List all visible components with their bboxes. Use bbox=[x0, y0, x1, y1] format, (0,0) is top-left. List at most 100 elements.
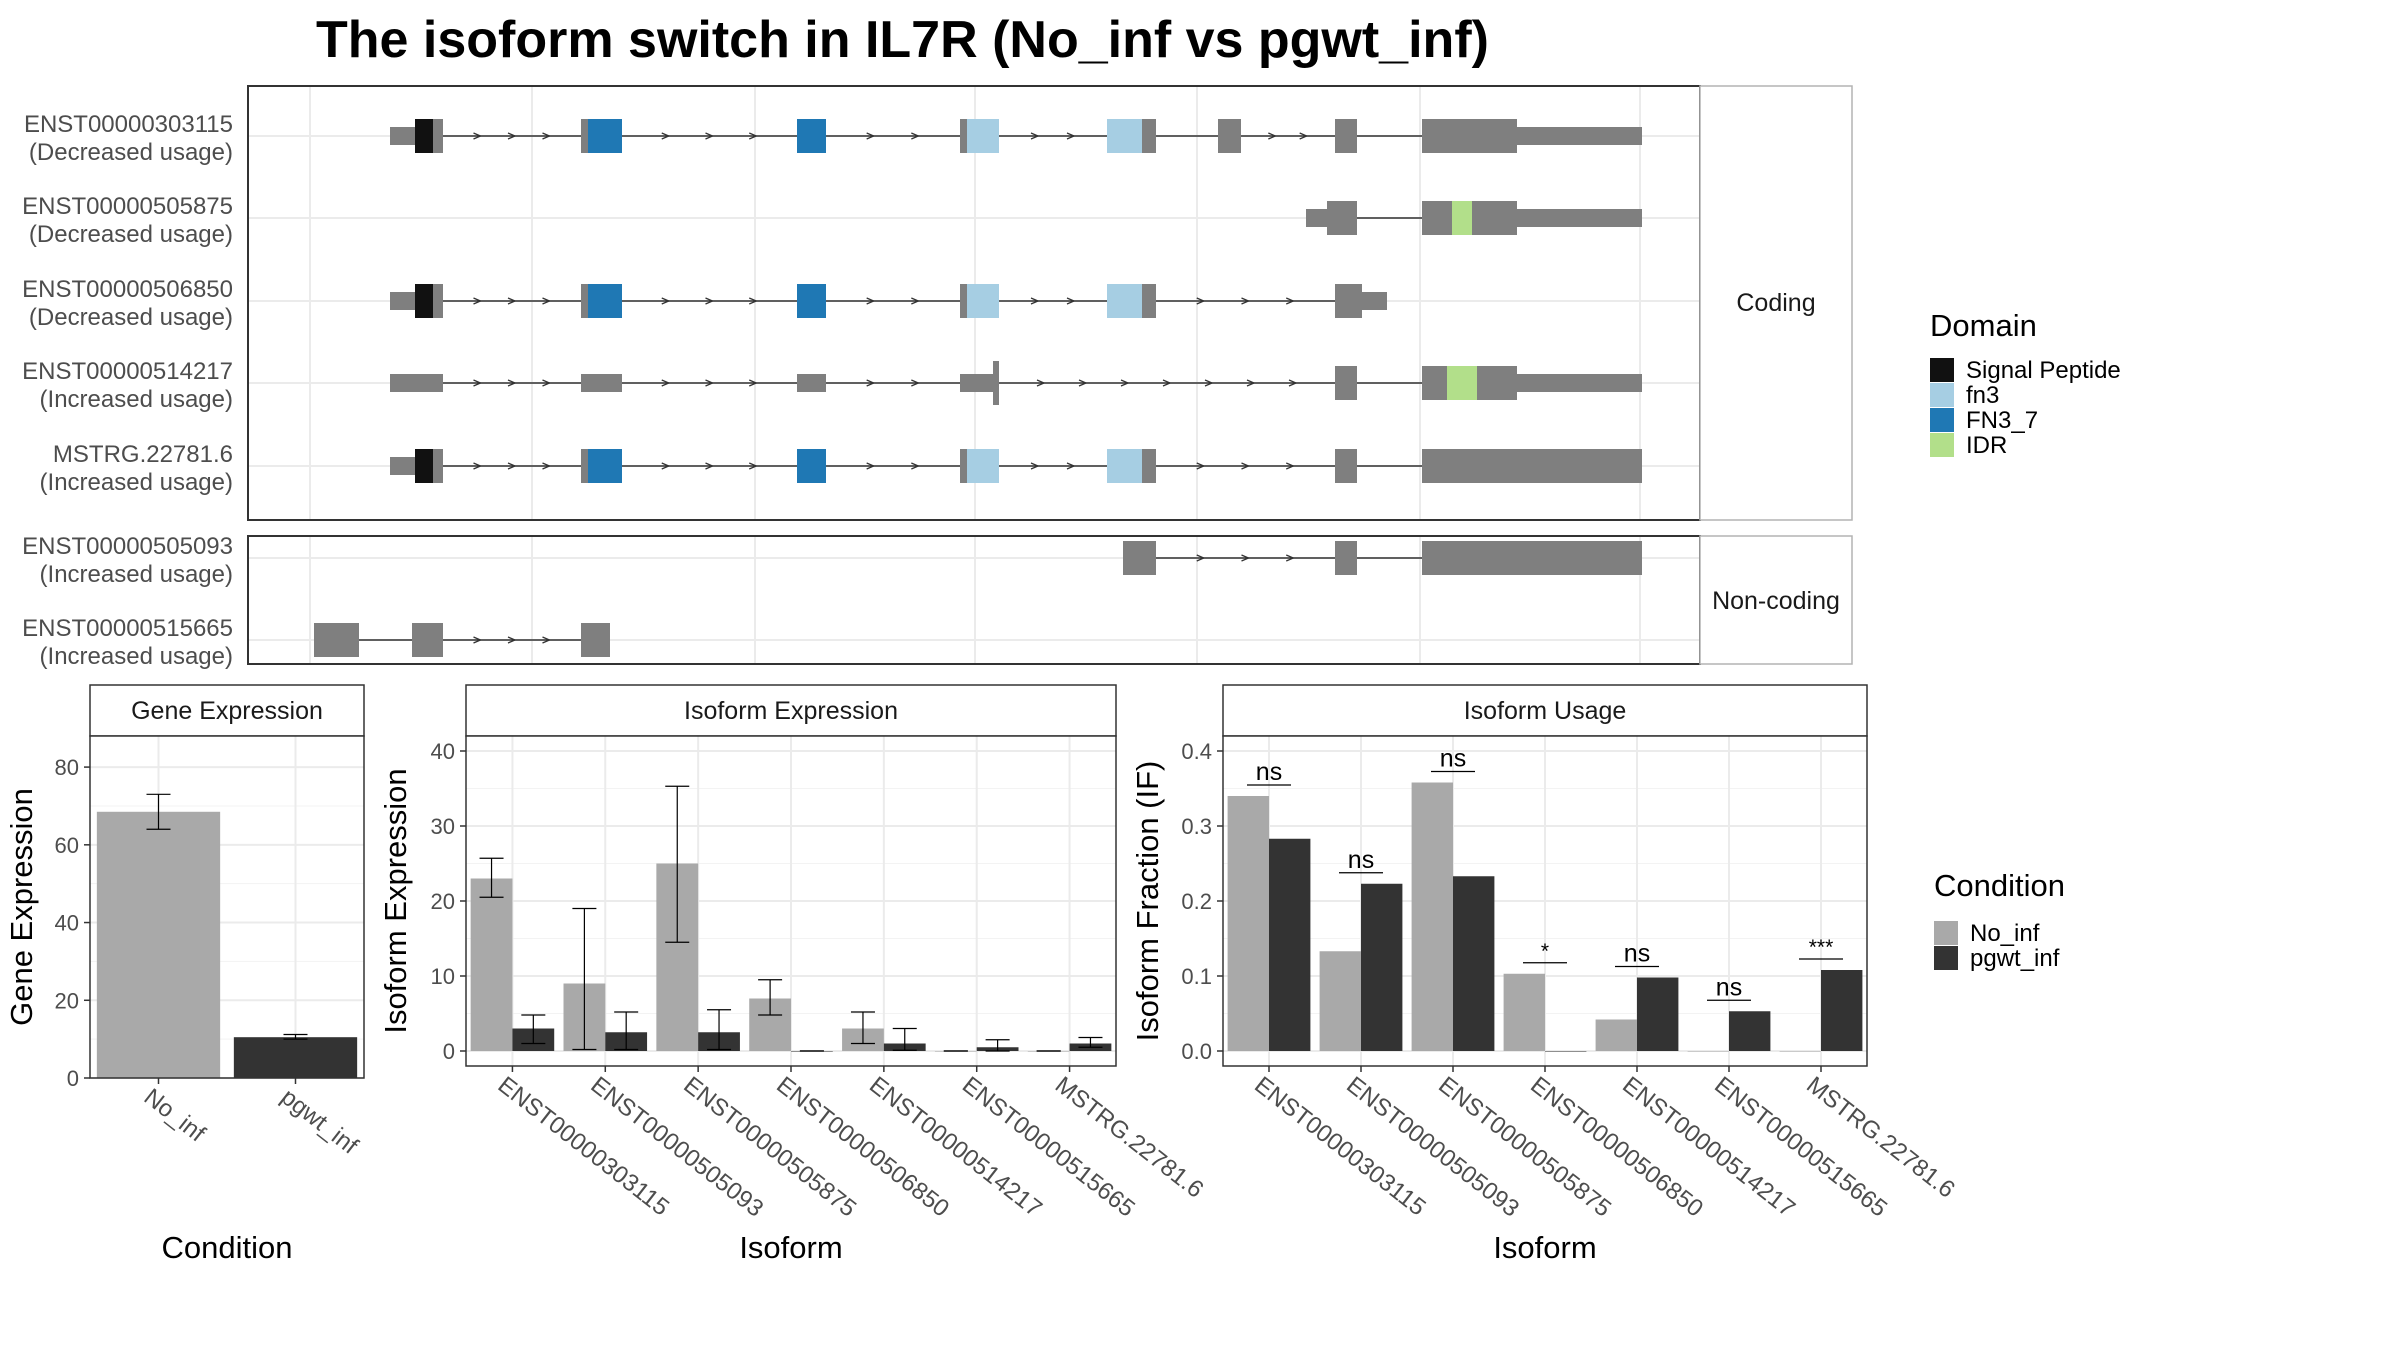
x-tick-label: ENST00000515665 bbox=[957, 1071, 1140, 1222]
condition-legend-label: No_inf bbox=[1970, 920, 2040, 947]
exon-block bbox=[390, 127, 415, 145]
intron-arrow bbox=[473, 462, 483, 470]
exon-block bbox=[1422, 201, 1452, 235]
y-tick-label: 80 bbox=[55, 755, 79, 780]
intron-arrow bbox=[1204, 379, 1214, 387]
intron-arrow bbox=[507, 132, 517, 140]
intron-arrow bbox=[911, 379, 920, 387]
exon-block bbox=[797, 374, 826, 392]
y-axis-title: Isoform Expression bbox=[378, 768, 413, 1033]
exon-block bbox=[433, 284, 443, 318]
domain-legend-label: Signal Peptide bbox=[1966, 357, 2121, 384]
isoform-usage-chart: Isoform Usage ns ns ns * ns ns *** 0.0 0.1 0.2 0.3 0… bbox=[1130, 684, 1960, 1265]
exon-block bbox=[1335, 366, 1357, 400]
intron-arrow bbox=[542, 297, 552, 305]
transcript-id-label: ENST00000514217 bbox=[22, 358, 233, 385]
exon-block bbox=[581, 374, 622, 392]
bar bbox=[1687, 1051, 1729, 1052]
intron-arrow bbox=[748, 132, 758, 140]
exon-block bbox=[1422, 449, 1425, 483]
intron-arrow bbox=[542, 132, 552, 140]
bar bbox=[1411, 782, 1453, 1051]
significance-label: ns bbox=[1624, 940, 1650, 968]
intron-arrow bbox=[1066, 297, 1076, 305]
transcript-id-label: ENST00000515665 bbox=[22, 615, 233, 642]
exon-block bbox=[967, 119, 999, 153]
condition-legend-swatch bbox=[1934, 946, 1958, 970]
transcript-id-label: ENST00000505093 bbox=[22, 533, 233, 560]
bar bbox=[233, 1037, 358, 1078]
domain-legend-swatch bbox=[1930, 408, 1954, 432]
domain-legend-label: FN3_7 bbox=[1966, 407, 2038, 434]
transcript-usage-label: (Increased usage) bbox=[40, 386, 233, 413]
bar bbox=[96, 811, 221, 1078]
x-tick-label: ENST00000514217 bbox=[864, 1071, 1047, 1222]
intron-arrow bbox=[473, 132, 483, 140]
intron-arrow bbox=[473, 297, 483, 305]
intron-arrow bbox=[748, 379, 758, 387]
exon-block bbox=[1477, 366, 1517, 400]
exon-block bbox=[1107, 284, 1142, 318]
intron-arrow bbox=[1241, 297, 1251, 305]
x-tick-label: MSTRG.22781.6 bbox=[1801, 1071, 1960, 1203]
intron-arrow bbox=[911, 462, 920, 470]
intron-arrow bbox=[1162, 379, 1172, 387]
bar bbox=[1821, 970, 1863, 1051]
exon-block bbox=[581, 623, 610, 657]
coding-strip-label: Coding bbox=[1736, 289, 1815, 317]
significance-label: ns bbox=[1348, 846, 1374, 874]
intron-arrow bbox=[1120, 379, 1130, 387]
intron-arrow bbox=[1241, 462, 1251, 470]
transcript-usage-label: (Decreased usage) bbox=[29, 304, 233, 331]
x-axis-title: Isoform bbox=[739, 1230, 842, 1265]
intron-arrow bbox=[661, 379, 671, 387]
intron-arrow bbox=[542, 636, 552, 644]
intron-arrow bbox=[866, 297, 876, 305]
intron-arrow bbox=[1030, 132, 1040, 140]
coding-strip bbox=[1699, 85, 1853, 521]
chart-strip bbox=[465, 684, 1117, 737]
intron-arrow bbox=[911, 132, 920, 140]
exon-block bbox=[588, 119, 622, 153]
exon-block bbox=[1422, 541, 1642, 575]
exon-block bbox=[960, 449, 967, 483]
bar bbox=[1595, 1019, 1637, 1051]
noncoding-strip-label: Non-coding bbox=[1712, 587, 1840, 615]
x-tick-label: ENST00000303115 bbox=[1249, 1071, 1430, 1221]
domain-legend-swatch bbox=[1930, 358, 1954, 382]
y-tick-label: 10 bbox=[431, 964, 455, 989]
y-axis-title: Gene Expression bbox=[4, 788, 39, 1026]
intron-arrow bbox=[705, 462, 715, 470]
exon-block bbox=[1335, 541, 1357, 575]
domain-legend-swatch bbox=[1930, 433, 1954, 457]
exon-block bbox=[960, 374, 993, 392]
transcript-id-label: ENST00000506850 bbox=[22, 276, 233, 303]
transcript-usage-label: (Decreased usage) bbox=[29, 139, 233, 166]
isoform-expression-chart: Isoform Expression 0 10 20 30 40 ENST000003031… bbox=[378, 684, 1208, 1265]
intron-arrow bbox=[661, 462, 671, 470]
x-tick-label: ENST00000506850 bbox=[771, 1071, 954, 1222]
exon-block bbox=[581, 284, 588, 318]
transcript-id-label: ENST00000505875 bbox=[22, 193, 233, 220]
noncoding-strip bbox=[1699, 535, 1853, 665]
intron-arrow bbox=[542, 462, 552, 470]
intron-arrow bbox=[748, 462, 758, 470]
domain-legend-swatch bbox=[1930, 383, 1954, 407]
intron-arrow bbox=[661, 132, 671, 140]
transcript-id-label: ENST00000303115 bbox=[24, 111, 233, 138]
exon-block bbox=[1142, 119, 1156, 153]
exon-block bbox=[1517, 127, 1642, 145]
intron-arrow bbox=[1196, 297, 1206, 305]
chart-title: Isoform Expression bbox=[684, 697, 898, 725]
intron-arrow bbox=[1285, 554, 1295, 562]
bar bbox=[470, 878, 513, 1051]
exon-block bbox=[588, 449, 622, 483]
intron-arrow bbox=[1285, 462, 1295, 470]
intron-arrow bbox=[1030, 462, 1040, 470]
bar bbox=[1545, 1051, 1587, 1052]
x-tick-label: pgwt_inf bbox=[276, 1083, 363, 1160]
intron-arrow bbox=[473, 379, 483, 387]
bar bbox=[1319, 951, 1361, 1051]
exon-block bbox=[1447, 366, 1477, 400]
